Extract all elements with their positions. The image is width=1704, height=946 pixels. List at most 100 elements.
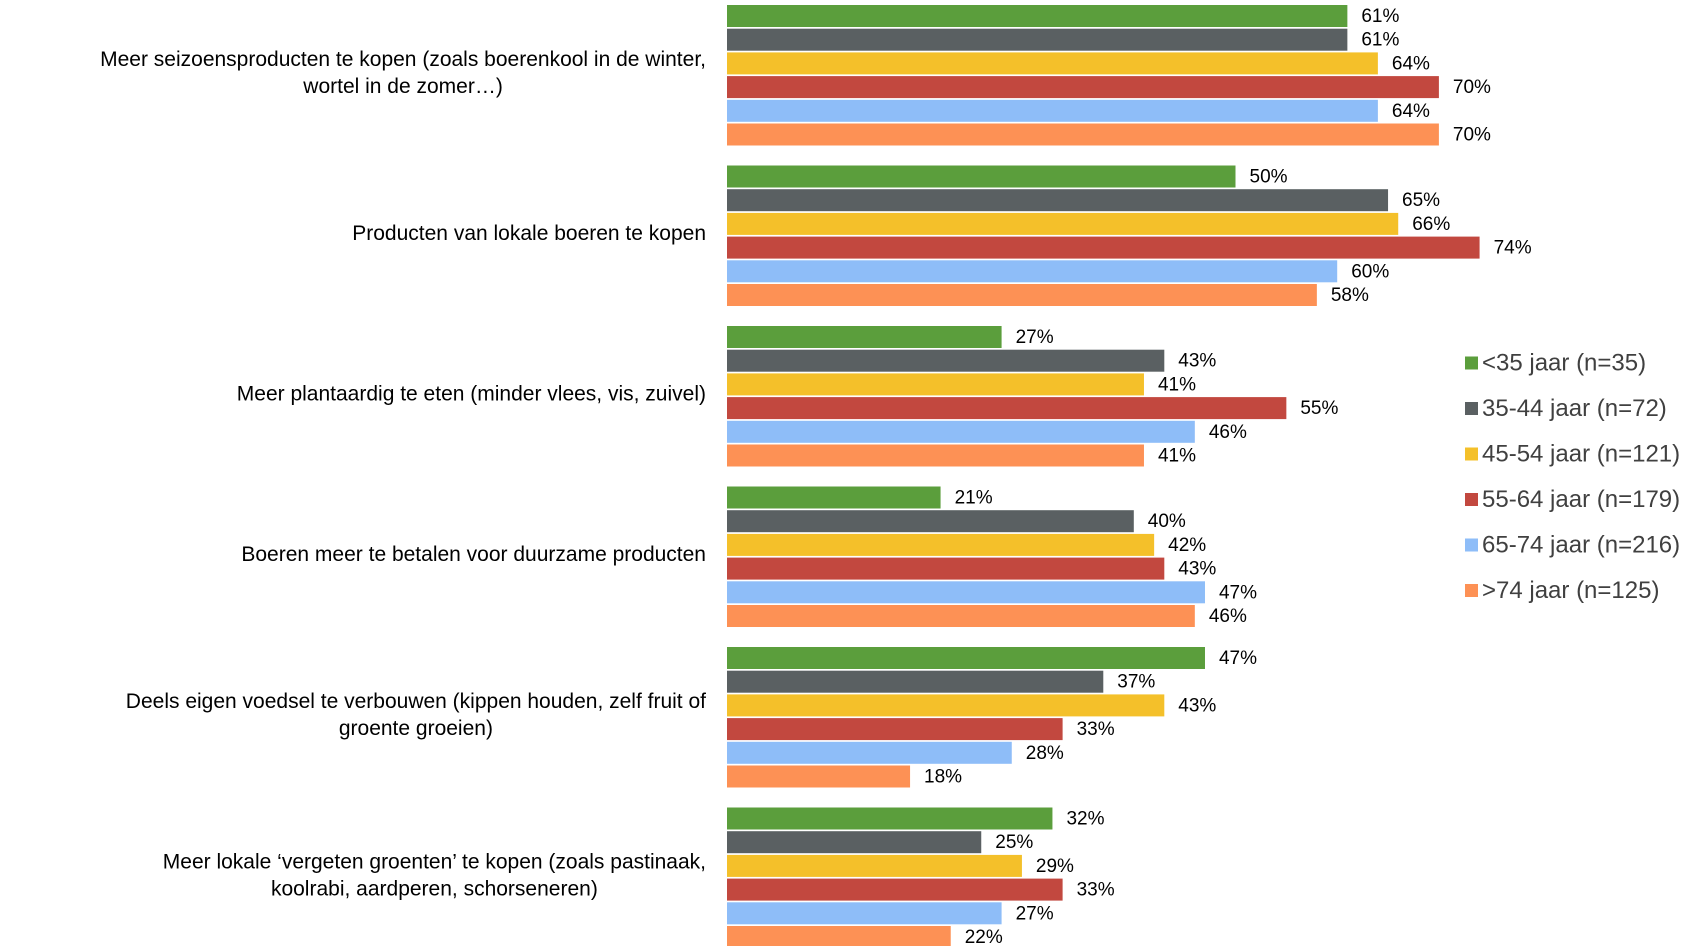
value-label: 42% (1168, 535, 1206, 556)
value-label: 66% (1412, 214, 1450, 235)
category-label-line: Deels eigen voedsel te verbouwen (kippen… (126, 690, 706, 713)
legend-swatch (1465, 447, 1478, 461)
category-label-line: Producten van lokale boeren te kopen (352, 222, 706, 245)
category-label: Meer plantaardig te eten (minder vlees, … (237, 383, 706, 406)
bar (727, 76, 1439, 99)
category-label-line: Boeren meer te betalen voor duurzame pro… (241, 543, 706, 566)
value-label: 60% (1351, 261, 1389, 282)
value-label: 47% (1219, 648, 1257, 669)
value-label: 27% (1016, 903, 1054, 924)
value-label: 50% (1250, 167, 1288, 188)
bar (727, 670, 1104, 693)
bar (727, 694, 1165, 717)
bar (727, 807, 1053, 830)
bar (727, 123, 1439, 146)
value-label: 41% (1158, 446, 1196, 467)
value-label: 28% (1026, 743, 1064, 764)
bar (727, 926, 951, 946)
value-label: 32% (1066, 809, 1104, 830)
bar (727, 165, 1236, 188)
value-label: 40% (1148, 511, 1186, 532)
category-label-line: Meer lokale ‘vergeten groenten’ te kopen… (163, 851, 706, 874)
bar (727, 741, 1012, 764)
legend-swatch (1465, 356, 1478, 370)
bar (727, 902, 1002, 925)
legend-label: <35 jaar (n=35) (1482, 349, 1646, 376)
value-label: 70% (1453, 125, 1491, 146)
bar (727, 486, 941, 509)
value-label: 27% (1016, 327, 1054, 348)
value-label: 61% (1361, 30, 1399, 51)
legend-label: 65-74 jaar (n=216) (1482, 531, 1680, 558)
value-label: 61% (1361, 6, 1399, 27)
legend-swatch (1465, 584, 1478, 597)
value-label: 21% (955, 488, 993, 509)
value-labels-layer: 61%61%64%70%64%70%50%65%66%74%60%58%27%4… (924, 6, 1532, 946)
category-labels-layer: Meer seizoensproducten te kopen (zoals b… (100, 48, 706, 901)
bar (727, 878, 1063, 901)
category-label-line: koolrabi, aardperen, schorseneren) (271, 878, 598, 901)
bar (727, 212, 1399, 235)
bar (727, 5, 1348, 27)
legend-label: 55-64 jaar (n=179) (1482, 486, 1680, 513)
bar (727, 420, 1195, 443)
value-label: 33% (1077, 880, 1115, 901)
category-label-line: wortel in de zomer…) (302, 75, 503, 98)
value-label: 64% (1392, 53, 1430, 74)
bar (727, 284, 1317, 306)
value-label: 18% (924, 767, 962, 788)
bar (727, 557, 1165, 580)
value-label: 46% (1209, 606, 1247, 627)
value-label: 74% (1494, 238, 1532, 259)
bar (727, 349, 1165, 372)
category-label: Producten van lokale boeren te kopen (352, 222, 706, 245)
value-label: 47% (1219, 582, 1257, 603)
value-label: 41% (1158, 374, 1196, 395)
value-label: 25% (995, 832, 1033, 853)
value-label: 22% (965, 927, 1003, 946)
category-label: Meer lokale ‘vergeten groenten’ te kopen… (163, 851, 706, 901)
value-label: 64% (1392, 101, 1430, 122)
value-label: 43% (1178, 695, 1216, 716)
bar (727, 99, 1378, 122)
bar (727, 647, 1205, 669)
bar (727, 444, 1144, 467)
category-label: Meer seizoensproducten te kopen (zoals b… (100, 48, 706, 98)
value-label: 33% (1077, 719, 1115, 740)
bar (727, 260, 1338, 283)
legend-swatch (1465, 493, 1478, 506)
bar (727, 831, 982, 854)
bar (727, 854, 1022, 877)
legend-label: 35-44 jaar (n=72) (1482, 395, 1667, 422)
bar (727, 397, 1287, 420)
category-label: Boeren meer te betalen voor duurzame pro… (241, 543, 706, 566)
value-label: 37% (1117, 672, 1155, 693)
bar (727, 718, 1063, 741)
bar (727, 605, 1195, 627)
value-label: 65% (1402, 190, 1440, 211)
bar (727, 326, 1002, 348)
bar (727, 510, 1134, 533)
bar (727, 765, 911, 788)
value-label: 29% (1036, 856, 1074, 877)
bar (727, 189, 1389, 212)
bar (727, 52, 1378, 75)
value-label: 70% (1453, 77, 1491, 98)
value-label: 58% (1331, 285, 1369, 306)
bar (727, 533, 1155, 556)
bars-layer (727, 5, 1480, 946)
legend-swatch (1465, 402, 1478, 415)
bar (727, 28, 1348, 51)
legend-swatch (1465, 538, 1478, 552)
value-label: 43% (1178, 351, 1216, 372)
legend-label: 45-54 jaar (n=121) (1482, 440, 1680, 467)
value-label: 55% (1300, 398, 1338, 419)
bar (727, 373, 1144, 396)
value-label: 46% (1209, 422, 1247, 443)
category-label-line: Meer seizoensproducten te kopen (zoals b… (100, 48, 706, 71)
category-label-line: Meer plantaardig te eten (minder vlees, … (237, 383, 706, 406)
legend-label: >74 jaar (n=125) (1482, 577, 1659, 604)
value-label: 43% (1178, 559, 1216, 580)
bar (727, 581, 1205, 604)
